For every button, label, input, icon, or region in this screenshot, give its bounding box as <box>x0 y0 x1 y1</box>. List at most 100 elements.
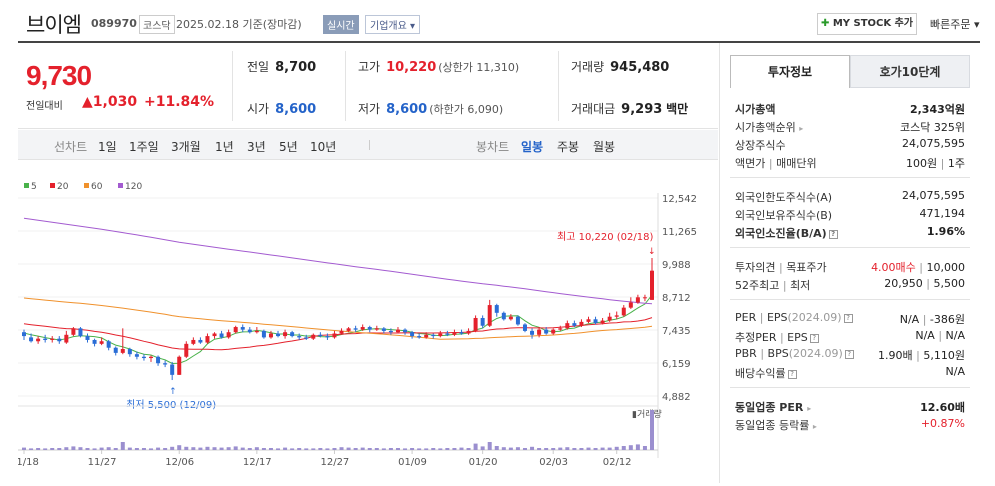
volume-bar <box>141 448 146 450</box>
volume-bar <box>537 448 542 450</box>
period-1w[interactable]: 1주일 <box>129 140 159 154</box>
par-row: 액면가 | 매매단위 100원 | 1주 <box>735 153 965 171</box>
quick-order-dropdown[interactable]: 빠른주문 ▾ <box>930 18 980 31</box>
upper-limit: (상한가 11,310) <box>438 61 520 74</box>
shares-value: 24,075,595 <box>902 137 965 150</box>
candle-body <box>381 328 386 331</box>
period-1y[interactable]: 1년 <box>215 140 234 154</box>
company-info-dropdown[interactable]: 기업개요 ▾ <box>365 15 420 34</box>
volume-bar <box>99 447 104 450</box>
help-icon[interactable]: ? <box>828 229 838 239</box>
y-tick-label: 4,882 <box>662 392 691 403</box>
volume-bar <box>353 448 358 450</box>
industry-per-value: 12.60배 <box>920 401 965 414</box>
period-3m[interactable]: 3개월 <box>171 140 201 154</box>
candle-body <box>494 305 499 313</box>
candle-body <box>417 336 422 338</box>
foreign-limit-label: 외국인한도주식수(A) <box>735 191 833 204</box>
candle-body <box>522 324 527 331</box>
candle-body <box>64 334 69 343</box>
candle-body <box>78 328 83 337</box>
per-label: PER <box>735 311 757 324</box>
help-icon[interactable]: ? <box>843 313 853 323</box>
price-chart[interactable]: 12,542 11,265 9,988 8,712 7,435 6,159 4,882 5 20… <box>10 160 718 483</box>
est-eps-value: N/A <box>945 329 965 342</box>
candle-body <box>537 329 542 335</box>
opinion-value: 4.00매수 <box>871 261 916 274</box>
volume-bar <box>304 448 309 450</box>
volume-bar <box>113 448 118 450</box>
industry-change-value: +0.87% <box>920 417 965 430</box>
candle-body <box>85 336 90 340</box>
realtime-button[interactable]: 실시간 <box>323 15 359 34</box>
volume-bar <box>522 448 527 450</box>
market-cap-label: 시가총액 <box>735 103 776 116</box>
candle-body <box>593 319 598 324</box>
plus-icon: ✚ <box>820 18 833 29</box>
week52-row: 52주최고 | 최저 20,950 | 5,500 <box>735 275 965 293</box>
volume-bar <box>381 448 386 450</box>
volume-bar <box>614 446 619 450</box>
period-weekly[interactable]: 주봉 <box>557 140 580 154</box>
x-tick-label: 01/09 <box>398 457 427 468</box>
candle-body <box>424 334 429 338</box>
legend-swatch <box>118 183 123 188</box>
ma5-line <box>23 294 653 365</box>
tab-invest-info[interactable]: 투자정보 <box>730 55 850 88</box>
candle-body <box>29 337 34 342</box>
open-cell: 시가 8,600 <box>247 100 316 117</box>
period-daily[interactable]: 일봉 <box>521 140 544 154</box>
candle-body <box>367 327 372 330</box>
volume-bar <box>92 448 97 450</box>
help-icon[interactable]: ? <box>809 333 819 343</box>
volume-bar <box>198 447 203 450</box>
volume-bar <box>551 448 556 450</box>
volume-bar <box>593 448 598 450</box>
help-icon[interactable]: ? <box>844 349 854 359</box>
legend-swatch <box>24 183 29 188</box>
period-1d[interactable]: 1일 <box>98 140 117 154</box>
candle-body <box>607 316 612 321</box>
candle-body <box>311 334 316 339</box>
stock-header: 브이엠 089970 코스닥 2025.02.18 기준(장마감) 실시간 기업… <box>0 0 995 42</box>
price-change: ▲1,030 <box>82 94 137 110</box>
panel-divider <box>719 43 720 483</box>
y-tick-label: 12,542 <box>662 194 697 205</box>
industry-per-row: 동일업종 PER ▸ 12.60배 <box>735 397 965 415</box>
period-5y[interactable]: 5년 <box>279 140 298 154</box>
tab-hoga[interactable]: 호가10단계 <box>850 55 970 88</box>
candle-body <box>431 334 436 337</box>
target-value: 10,000 <box>926 261 966 274</box>
volume-bar <box>120 442 125 450</box>
industry-per-label[interactable]: 동일업종 PER ▸ <box>735 399 811 415</box>
y-tick-label: 8,712 <box>662 293 691 304</box>
candle-body <box>410 332 415 337</box>
volume-bar <box>149 448 154 450</box>
add-mystock-button[interactable]: ✚ MY STOCK 추가 <box>817 13 917 35</box>
industry-change-label[interactable]: 동일업종 등락률 ▸ <box>735 417 817 433</box>
candle-body <box>600 320 605 324</box>
opinion-values: 4.00매수 | 10,000 <box>871 261 966 274</box>
volume-bar <box>410 448 415 450</box>
volume-bar <box>134 448 139 450</box>
candle-body <box>212 333 217 337</box>
candle-body <box>99 341 104 344</box>
volume-bar <box>191 447 196 450</box>
cap-rank-label[interactable]: 시가총액순위 ▸ <box>735 119 803 135</box>
period-3y[interactable]: 3년 <box>247 140 266 154</box>
volume-bar <box>177 445 182 450</box>
candle-body <box>572 323 577 326</box>
bps-period: (2024.09) <box>788 347 843 360</box>
period-10y[interactable]: 10년 <box>310 140 337 154</box>
volume-bar <box>78 447 83 450</box>
candle-body <box>642 297 647 299</box>
candle-body <box>551 329 556 334</box>
cap-rank-text: 시가총액순위 <box>735 121 796 134</box>
help-icon[interactable]: ? <box>787 369 797 379</box>
period-monthly[interactable]: 월봉 <box>593 140 616 154</box>
volume-bar <box>127 447 132 450</box>
legend-label: 20 <box>57 182 69 192</box>
candle-body <box>92 339 97 344</box>
candle-body <box>346 328 351 331</box>
volume-bar <box>586 447 591 450</box>
